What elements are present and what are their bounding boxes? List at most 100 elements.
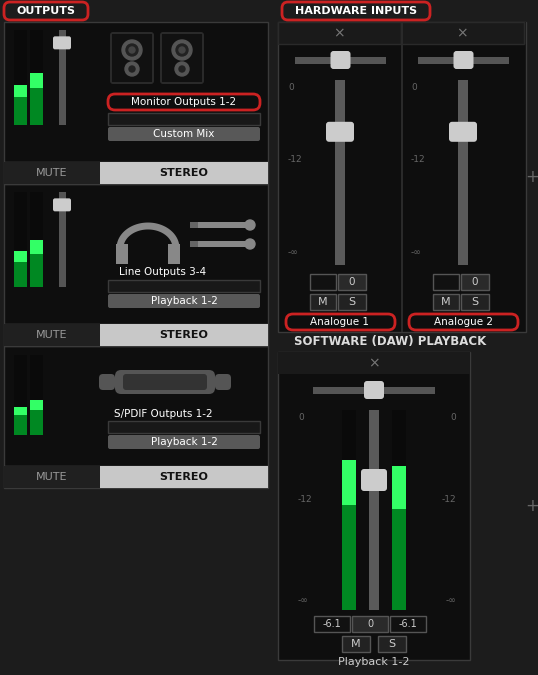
Bar [4,162,100,184]
FancyBboxPatch shape [409,314,518,330]
Text: Monitor Outputs 1-2: Monitor Outputs 1-2 [131,97,237,107]
Bar [401,22,524,44]
Bar [4,466,268,488]
Circle shape [129,66,135,72]
FancyBboxPatch shape [53,198,71,211]
Bar [14,407,27,435]
Bar [4,22,268,162]
Text: +: + [525,497,538,515]
FancyBboxPatch shape [53,36,71,49]
Text: 0: 0 [450,412,456,421]
Bar [108,113,260,125]
Bar [4,346,268,466]
Text: +: + [525,168,538,186]
Text: 0: 0 [472,277,478,287]
Text: ×: × [333,26,345,40]
Circle shape [125,62,139,76]
Bar [392,466,406,509]
Text: -12: -12 [298,495,313,504]
Bar [310,274,336,290]
Circle shape [172,40,192,60]
Bar [4,324,268,346]
Text: 0: 0 [411,82,417,92]
FancyBboxPatch shape [110,32,154,84]
FancyBboxPatch shape [215,374,231,390]
Text: STEREO: STEREO [160,168,208,178]
Bar [433,274,459,290]
Bar [342,636,370,652]
Bar [295,57,386,64]
Bar [30,240,43,254]
Text: -12: -12 [441,495,456,504]
FancyBboxPatch shape [364,381,384,399]
Text: -12: -12 [411,155,426,165]
FancyBboxPatch shape [108,94,260,110]
Bar [30,400,43,410]
Text: Analogue 2: Analogue 2 [434,317,492,327]
FancyBboxPatch shape [330,51,350,69]
Text: STEREO: STEREO [160,472,208,482]
Circle shape [179,66,185,72]
Text: -∞: -∞ [445,595,456,605]
Bar [59,192,66,287]
FancyBboxPatch shape [449,122,477,142]
Text: HARDWARE INPUTS: HARDWARE INPUTS [295,6,417,16]
Bar [342,460,356,610]
Bar [14,407,27,415]
Bar [314,616,350,632]
Text: -∞: -∞ [298,595,309,605]
Text: MUTE: MUTE [36,168,68,178]
Text: SOFTWARE (DAW) PLAYBACK: SOFTWARE (DAW) PLAYBACK [294,335,486,348]
Bar [278,352,470,374]
Text: 0: 0 [298,412,304,421]
Bar [168,244,180,264]
Bar [100,466,268,488]
Bar [392,410,406,610]
Text: S: S [471,297,479,307]
FancyBboxPatch shape [326,122,354,142]
FancyBboxPatch shape [108,294,260,308]
Bar [100,162,268,184]
Bar [352,616,388,632]
Text: Playback 1-2: Playback 1-2 [151,296,217,306]
Bar [461,294,489,310]
Bar [278,22,401,44]
Bar [4,324,100,346]
Circle shape [245,239,255,249]
Text: -6.1: -6.1 [399,619,417,629]
Bar [116,244,128,264]
Text: MUTE: MUTE [36,330,68,340]
Bar [162,34,202,82]
FancyBboxPatch shape [286,314,395,330]
FancyBboxPatch shape [108,435,260,449]
Circle shape [175,62,189,76]
Text: 0: 0 [349,277,355,287]
Bar [59,30,66,125]
FancyBboxPatch shape [4,2,88,20]
Bar [30,73,43,88]
Text: Playback 1-2: Playback 1-2 [338,657,410,667]
Bar [30,73,43,125]
Bar [313,387,435,394]
Bar [392,466,406,610]
Circle shape [126,44,138,56]
Bar [30,400,43,435]
Text: Playback 1-2: Playback 1-2 [151,437,217,447]
FancyBboxPatch shape [115,370,215,394]
Bar [390,616,426,632]
Bar [338,274,366,290]
FancyBboxPatch shape [99,374,115,390]
Bar [14,30,27,125]
Bar [338,294,366,310]
Text: 0: 0 [288,82,294,92]
FancyBboxPatch shape [123,374,207,390]
Text: STEREO: STEREO [160,330,208,340]
Bar [108,280,260,292]
Text: -∞: -∞ [288,248,299,256]
Bar [310,294,336,310]
Bar [108,421,260,433]
Bar [14,85,27,97]
FancyBboxPatch shape [282,2,430,20]
Text: S: S [349,297,356,307]
Text: ×: × [368,356,380,370]
